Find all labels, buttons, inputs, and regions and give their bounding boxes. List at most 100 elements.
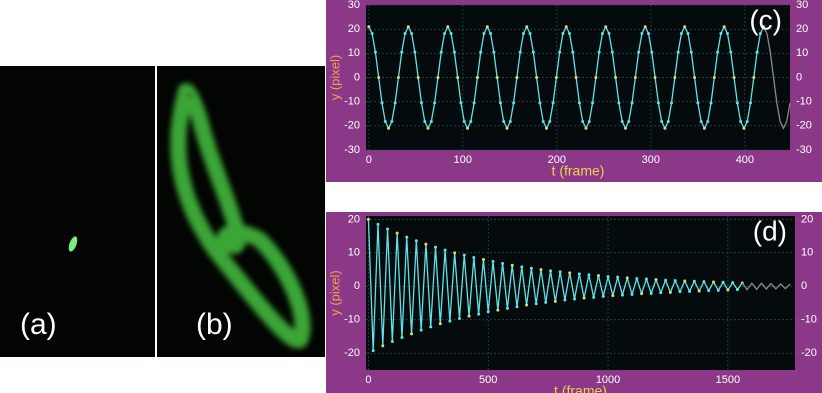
data-point [525, 25, 529, 29]
data-point [664, 278, 668, 282]
data-point [419, 101, 423, 105]
data-point [366, 217, 370, 221]
data-point [380, 101, 384, 105]
data-point [577, 272, 581, 276]
data-point [587, 273, 591, 277]
data-point [709, 101, 713, 105]
data-point [706, 119, 710, 123]
data-point [758, 32, 762, 36]
data-point [587, 119, 591, 123]
data-point [649, 291, 653, 295]
data-point [434, 245, 438, 249]
data-point [656, 101, 660, 105]
series-line [763, 26, 791, 130]
data-point [521, 32, 525, 36]
data-point [481, 258, 485, 262]
data-point [489, 32, 493, 36]
data-point [654, 278, 658, 282]
y-tick-label: -30 [344, 144, 360, 156]
data-point [623, 126, 627, 130]
x-tick-label: 0 [366, 154, 372, 166]
panel-label: (a) [20, 308, 57, 341]
y-tick-label: 10 [348, 247, 360, 259]
data-point [640, 292, 644, 296]
data-point [673, 76, 677, 79]
data-point [573, 297, 577, 301]
data-point [558, 270, 562, 274]
data-point [539, 268, 543, 272]
data-point [429, 119, 433, 123]
data-point [653, 76, 657, 79]
data-point [416, 76, 420, 79]
data-point [635, 277, 639, 281]
data-point [620, 293, 624, 297]
data-point [426, 126, 430, 130]
data-point [752, 76, 756, 79]
trace [170, 83, 311, 349]
y2-tick-label: -10 [796, 96, 812, 108]
y2-tick-label: 20 [796, 23, 808, 35]
data-point [400, 336, 404, 340]
data-point [446, 25, 450, 29]
data-point [376, 222, 380, 226]
data-point [650, 50, 654, 54]
y-tick-label: 0 [354, 71, 360, 83]
data-point [721, 280, 725, 284]
data-point [501, 262, 505, 266]
data-point [699, 119, 703, 123]
data-point [712, 280, 716, 284]
data-point [630, 292, 634, 296]
data-point [515, 305, 519, 309]
data-point [413, 50, 417, 54]
data-point [485, 25, 489, 29]
data-point [574, 76, 578, 79]
y2-tick-label: -20 [801, 347, 817, 359]
data-point [722, 25, 726, 29]
y2-tick-label: 30 [796, 0, 808, 11]
data-point [466, 126, 470, 130]
data-point [561, 32, 565, 36]
data-point [383, 119, 387, 123]
data-point [659, 291, 663, 295]
x-tick-label: 100 [454, 154, 472, 166]
data-point [544, 300, 548, 304]
data-point [739, 119, 743, 123]
data-point [449, 32, 453, 36]
y2-tick-label: 20 [801, 213, 813, 225]
panel-label: (c) [749, 4, 782, 35]
data-point [686, 32, 690, 36]
data-point [549, 269, 553, 273]
data-point [601, 294, 605, 298]
y-tick-label: 30 [348, 0, 360, 11]
data-point [568, 271, 572, 275]
data-point [467, 314, 471, 318]
x-tick-label: 500 [479, 374, 497, 386]
data-point [518, 50, 522, 54]
data-point [627, 119, 631, 123]
x-tick-label: 400 [736, 154, 754, 166]
x-tick-label: 1500 [716, 374, 740, 386]
data-point [683, 279, 687, 283]
data-point [405, 235, 409, 239]
data-point [443, 248, 447, 252]
data-point [594, 76, 598, 79]
data-point [386, 227, 390, 231]
data-point [614, 76, 618, 79]
y-tick-label: 20 [348, 213, 360, 225]
data-point [439, 50, 443, 54]
data-point [477, 312, 481, 316]
x-tick-label: 1000 [596, 374, 620, 386]
data-point [683, 25, 687, 29]
data-point [731, 281, 735, 285]
x-tick-label: 0 [365, 374, 371, 386]
data-point [564, 25, 568, 29]
y2-tick-label: 0 [801, 280, 807, 292]
data-point [611, 294, 615, 298]
data-point [640, 32, 644, 36]
y-tick-label: 10 [348, 47, 360, 59]
data-point [696, 101, 700, 105]
panel-label: (b) [196, 308, 233, 341]
plot-area [366, 216, 795, 370]
data-point [491, 260, 495, 264]
data-point [377, 76, 381, 79]
